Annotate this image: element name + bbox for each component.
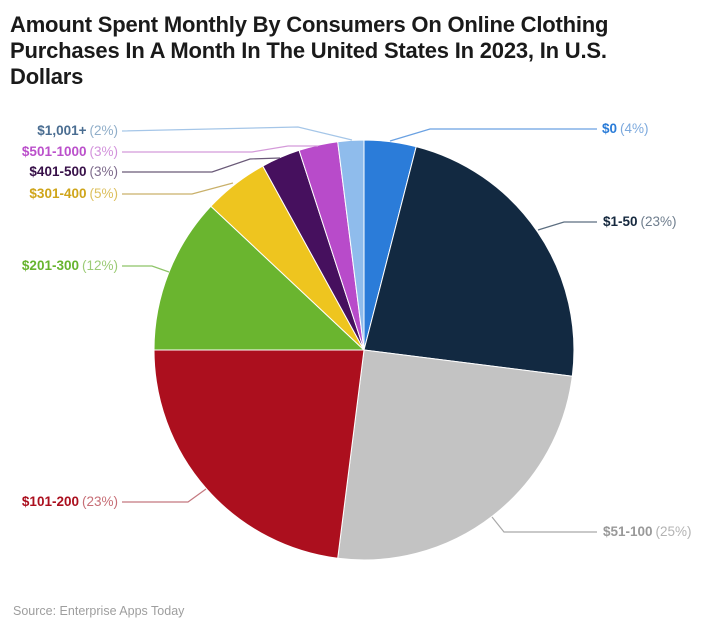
pie-slice-$1-50	[363, 146, 575, 377]
leader-line-$1-50	[537, 221, 597, 231]
slice-label-range: $0	[602, 121, 618, 136]
slice-label-pct: (12%)	[81, 258, 118, 273]
slice-label-$501-1000: $501-1000 (3%)	[22, 143, 118, 161]
slice-label-$51-100: $51-100 (25%)	[603, 523, 692, 541]
slice-label-$0: $0 (4%)	[602, 120, 649, 138]
leader-line-$1,001+	[121, 126, 353, 141]
slice-label-pct: (23%)	[640, 214, 677, 229]
slice-label-pct: (4%)	[620, 121, 649, 136]
slice-label-$201-300: $201-300 (12%)	[22, 257, 118, 275]
slice-label-range: $1,001+	[37, 123, 87, 138]
pie-slice-$201-300	[153, 205, 365, 351]
chart-title-line-3: Dollars	[10, 64, 84, 89]
slice-label-$301-400: $301-400 (5%)	[29, 185, 118, 203]
slice-label-range: $1-50	[603, 214, 638, 229]
leader-line-$201-300	[122, 265, 170, 273]
slice-label-pct: (3%)	[89, 164, 118, 179]
leader-line-$0	[389, 128, 597, 142]
slice-label-range: $301-400	[29, 186, 87, 201]
leader-line-$401-500	[122, 157, 281, 173]
slice-label-pct: (23%)	[81, 494, 118, 509]
pie-slice-$1,001+	[337, 139, 365, 351]
slice-label-range: $201-300	[21, 258, 79, 273]
slice-label-$101-200: $101-200 (23%)	[22, 493, 118, 511]
chart-title-line-1: Amount Spent Monthly By Consumers On Onl…	[10, 12, 609, 37]
chart-title-line-2: Purchases In A Month In The United State…	[10, 38, 607, 63]
leader-line-$51-100	[491, 516, 597, 533]
pie-slice-$51-100	[337, 349, 573, 561]
leader-line-$101-200	[122, 488, 207, 503]
pie-slice-$101-200	[153, 349, 365, 559]
leader-line-$501-1000	[122, 145, 318, 153]
slice-label-$1-50: $1-50 (23%)	[603, 213, 677, 231]
slice-label-pct: (5%)	[89, 186, 118, 201]
chart-title: Amount Spent Monthly By Consumers On Onl…	[10, 12, 608, 90]
leader-line-$301-400	[122, 182, 234, 195]
slice-label-pct: (2%)	[89, 123, 118, 138]
slice-label-range: $401-500	[29, 164, 87, 179]
slice-label-range: $51-100	[603, 524, 653, 539]
slice-label-$401-500: $401-500 (3%)	[29, 163, 118, 181]
slice-label-range: $101-200	[21, 494, 79, 509]
slice-label-$1,001+: $1,001+ (2%)	[37, 122, 118, 140]
slice-label-range: $501-1000	[21, 144, 87, 159]
source-credit: Source: Enterprise Apps Today	[13, 604, 185, 618]
slice-label-pct: (25%)	[655, 524, 692, 539]
slice-label-pct: (3%)	[89, 144, 118, 159]
